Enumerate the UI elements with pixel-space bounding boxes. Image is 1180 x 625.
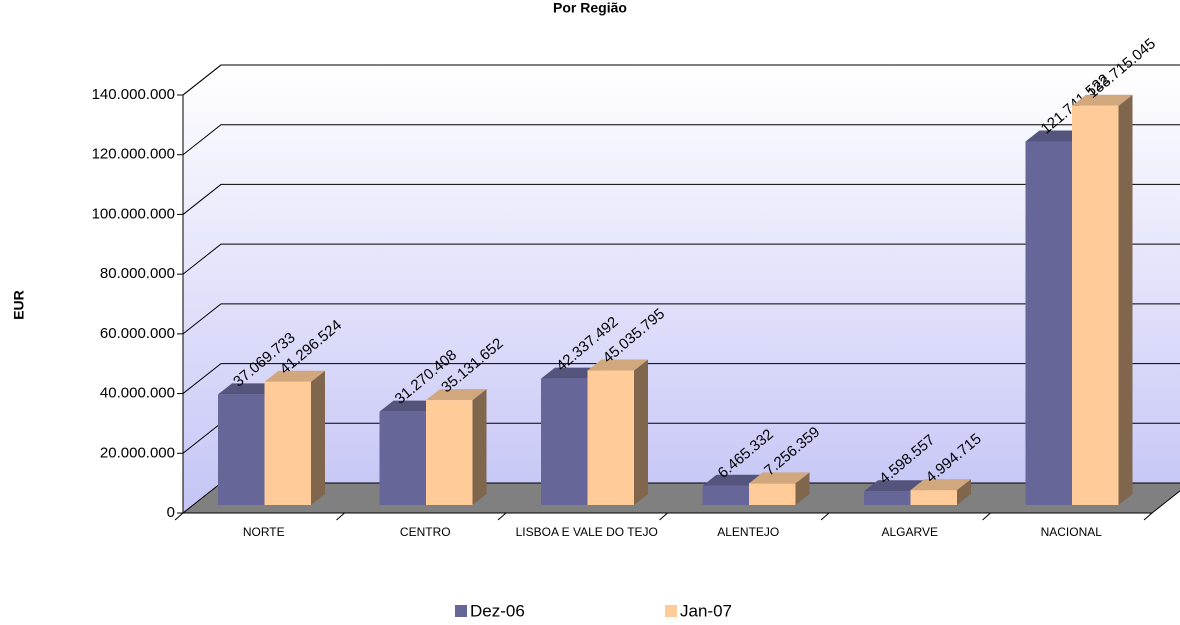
bar-side [795, 472, 810, 505]
bar [218, 394, 265, 505]
grid-line [182, 124, 1180, 156]
legend-label: Jan-07 [680, 601, 732, 620]
grid-line [182, 303, 1180, 335]
bar-top [1072, 94, 1133, 106]
y-tick-label: 80.000.000 [100, 265, 175, 282]
bar [264, 381, 311, 505]
y-tick-label: 20.000.000 [100, 444, 175, 461]
x-tick-mark [982, 512, 991, 521]
bar-side [311, 370, 325, 505]
x-tick-label: NACIONAL [1040, 525, 1102, 539]
bar [541, 378, 588, 505]
y-axis-back [182, 64, 222, 96]
bar-side [634, 359, 648, 505]
bar [864, 491, 911, 505]
bar-top [379, 400, 440, 412]
x-tick-mark [336, 512, 345, 521]
x-tick-label-box: NACIONAL [1040, 525, 1102, 539]
x-tick-label: CENTRO [399, 525, 451, 539]
bar-top [749, 472, 810, 484]
x-tick-label: NORTE [242, 525, 285, 539]
bar-top [426, 389, 487, 401]
x-tick-mark [659, 512, 668, 521]
y-tick-label: 120.000.000 [92, 146, 175, 163]
bar [702, 485, 749, 505]
bar-side [472, 389, 487, 505]
x-tick-mark [174, 512, 184, 521]
bar-top [702, 474, 763, 486]
x-tick-label-box: LISBOA E VALE DO TEJO [515, 525, 658, 539]
grid-line [182, 243, 1180, 275]
bar-top [587, 359, 648, 371]
y-axis-title: EUR [11, 290, 27, 320]
bar [426, 400, 473, 505]
y-tick-label: 60.000.000 [100, 325, 175, 342]
x-tick-label: LISBOA E VALE DO TEJO [515, 525, 658, 539]
x-tick-label-box: NORTE [242, 525, 285, 539]
legend-label: Dez-06 [470, 601, 525, 620]
grid-line [182, 183, 1180, 215]
x-tick-label-box: ALENTEJO [717, 525, 780, 539]
legend-swatch [665, 605, 677, 617]
y-tick-label: 40.000.000 [100, 385, 175, 402]
bar [1025, 141, 1072, 506]
bar-side [1118, 94, 1133, 506]
bar [587, 370, 634, 505]
x-tick-label-box: ALGARVE [881, 525, 938, 539]
chart-title: Por Região [553, 0, 627, 16]
y-tick-label: 140.000.000 [92, 86, 175, 103]
x-tick-label-box: CENTRO [399, 525, 451, 539]
grid-line [182, 363, 1180, 394]
x-tick-mark [820, 512, 830, 521]
x-tick-label: ALENTEJO [717, 525, 780, 539]
bar [749, 483, 796, 505]
bar-top [864, 480, 925, 492]
bar-top [1025, 130, 1086, 142]
bar [379, 411, 426, 505]
x-tick-mark [497, 512, 507, 521]
legend-swatch [455, 605, 467, 617]
bar-side [957, 479, 971, 505]
bar-top [910, 479, 971, 491]
bar-top [541, 367, 602, 379]
x-tick-mark [1143, 512, 1153, 521]
y-tick-label: 100.000.000 [92, 205, 175, 222]
bar [1072, 105, 1119, 506]
bar [910, 490, 957, 505]
bar-top [218, 383, 279, 395]
x-tick-label: ALGARVE [881, 525, 938, 539]
y-tick-label: 0 [167, 504, 175, 521]
bar-top [264, 370, 325, 382]
